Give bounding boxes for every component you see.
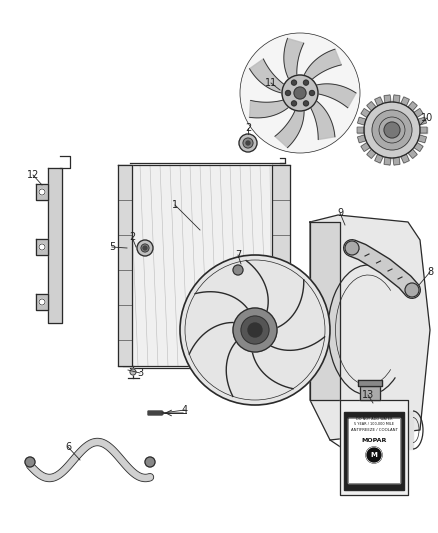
Circle shape	[141, 244, 149, 252]
Text: 2: 2	[245, 123, 251, 133]
Circle shape	[39, 189, 45, 195]
Circle shape	[310, 91, 314, 95]
Polygon shape	[367, 149, 376, 158]
Circle shape	[366, 447, 382, 463]
Circle shape	[248, 323, 262, 337]
Text: ANTIFREEZE / COOLANT: ANTIFREEZE / COOLANT	[350, 428, 397, 432]
Polygon shape	[344, 412, 404, 490]
Text: 7: 7	[235, 250, 241, 260]
Circle shape	[145, 457, 155, 467]
Polygon shape	[340, 400, 408, 495]
Polygon shape	[361, 109, 370, 117]
Circle shape	[233, 308, 277, 352]
Polygon shape	[384, 157, 391, 165]
Text: 5: 5	[109, 242, 115, 252]
Polygon shape	[360, 386, 380, 400]
Text: 12: 12	[27, 170, 39, 180]
Text: 11: 11	[265, 78, 277, 88]
Polygon shape	[312, 84, 356, 108]
Circle shape	[241, 316, 269, 344]
Circle shape	[243, 138, 253, 148]
Circle shape	[39, 299, 45, 305]
Polygon shape	[375, 154, 383, 163]
Polygon shape	[361, 143, 370, 151]
Circle shape	[143, 246, 147, 250]
Circle shape	[240, 33, 360, 153]
Circle shape	[292, 80, 297, 85]
Polygon shape	[414, 109, 423, 117]
Polygon shape	[48, 168, 62, 323]
Circle shape	[130, 369, 136, 375]
Circle shape	[286, 91, 290, 95]
Text: 3: 3	[137, 368, 143, 378]
Text: 8: 8	[427, 267, 433, 277]
Polygon shape	[408, 149, 417, 158]
Polygon shape	[36, 239, 48, 255]
Polygon shape	[393, 157, 400, 165]
Polygon shape	[148, 411, 164, 415]
Circle shape	[25, 457, 35, 467]
Polygon shape	[418, 135, 427, 143]
Circle shape	[233, 265, 243, 275]
Polygon shape	[250, 98, 292, 118]
Polygon shape	[284, 38, 304, 83]
Polygon shape	[393, 95, 400, 103]
Polygon shape	[384, 95, 391, 103]
Text: M: M	[371, 452, 378, 458]
Polygon shape	[36, 294, 48, 310]
Polygon shape	[118, 165, 132, 366]
Circle shape	[137, 240, 153, 256]
Text: 10: 10	[421, 113, 433, 123]
Polygon shape	[401, 154, 409, 163]
Polygon shape	[367, 102, 376, 111]
Circle shape	[372, 110, 412, 150]
Text: 2: 2	[129, 232, 135, 242]
Polygon shape	[408, 102, 417, 111]
Text: 1: 1	[172, 200, 178, 210]
Polygon shape	[358, 380, 382, 386]
Circle shape	[282, 75, 318, 111]
Circle shape	[364, 102, 420, 158]
Polygon shape	[357, 117, 366, 125]
Circle shape	[345, 241, 359, 255]
Polygon shape	[307, 99, 335, 140]
Circle shape	[304, 80, 308, 85]
Polygon shape	[414, 143, 423, 151]
Circle shape	[39, 244, 45, 250]
Text: 9: 9	[337, 208, 343, 218]
Circle shape	[405, 283, 419, 297]
Text: 4: 4	[182, 405, 188, 415]
Polygon shape	[348, 418, 400, 483]
Circle shape	[246, 141, 250, 145]
Polygon shape	[420, 127, 427, 133]
Polygon shape	[310, 222, 340, 400]
Polygon shape	[250, 59, 289, 94]
Text: DO NOT ADD WATER: DO NOT ADD WATER	[356, 417, 392, 421]
Polygon shape	[357, 135, 366, 143]
Circle shape	[239, 134, 257, 152]
Text: 13: 13	[362, 390, 374, 400]
Polygon shape	[130, 165, 272, 366]
Text: 6: 6	[65, 442, 71, 452]
Circle shape	[304, 101, 308, 106]
Polygon shape	[357, 127, 364, 133]
Polygon shape	[272, 165, 290, 366]
Polygon shape	[36, 184, 48, 200]
Circle shape	[384, 122, 400, 138]
Polygon shape	[302, 49, 341, 84]
Circle shape	[292, 101, 297, 106]
Text: MOPAR: MOPAR	[361, 438, 387, 442]
Polygon shape	[418, 117, 427, 125]
Circle shape	[180, 255, 330, 405]
Polygon shape	[375, 97, 383, 106]
Polygon shape	[401, 97, 409, 106]
Polygon shape	[275, 104, 304, 148]
Polygon shape	[408, 411, 413, 449]
Text: 5 YEAR / 100,000 MILE: 5 YEAR / 100,000 MILE	[354, 422, 394, 426]
Polygon shape	[310, 215, 430, 440]
Circle shape	[294, 87, 306, 99]
